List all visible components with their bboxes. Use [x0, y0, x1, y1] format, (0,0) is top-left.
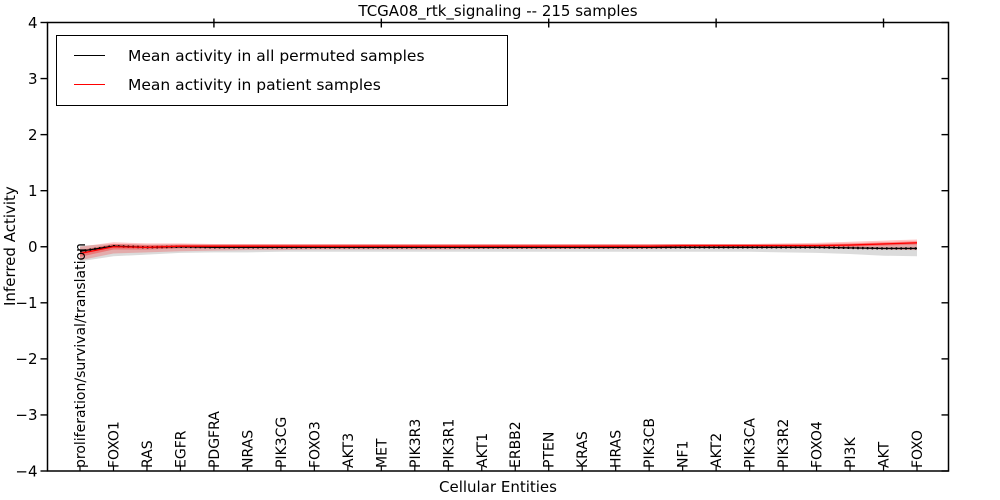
- x-tick-label: PTEN: [542, 432, 558, 468]
- x-tick-label: KRAS: [575, 431, 591, 468]
- x-axis-label: Cellular Entities: [439, 478, 557, 496]
- series-line-dots: [79, 244, 917, 253]
- y-tick-label: −1: [15, 294, 37, 312]
- x-tick-label: FOXO1: [106, 421, 122, 468]
- y-tick-label: 4: [28, 14, 38, 32]
- legend-entry-permuted: Mean activity in all permuted samples: [57, 41, 507, 70]
- x-tick-label: PIK3R3: [408, 419, 424, 468]
- x-tick-label: NRAS: [240, 430, 256, 468]
- x-tick-label: AKT2: [709, 433, 725, 468]
- x-tick-label: ERBB2: [508, 421, 524, 468]
- y-tick-label: −4: [15, 462, 37, 480]
- x-tick-label: MET: [374, 438, 390, 468]
- x-tick-label: PIK3CB: [642, 418, 658, 468]
- x-tick-label: PIK3R1: [441, 419, 457, 468]
- x-tick-label: NF1: [676, 441, 692, 468]
- x-tick-label: PIK3R2: [776, 419, 792, 468]
- y-tick-label: 2: [28, 126, 38, 144]
- chart-title: TCGA08_rtk_signaling -- 215 samples: [358, 2, 638, 20]
- y-tick-label: −3: [15, 406, 37, 424]
- x-tick-label: FOXO4: [810, 421, 826, 468]
- red-line-swatch-icon: [74, 84, 105, 85]
- legend-entry-patient: Mean activity in patient samples: [57, 70, 507, 99]
- x-tick-label: PIK3CA: [743, 418, 759, 468]
- x-tick-label: PIK3CG: [274, 417, 290, 468]
- y-tick-label: 0: [28, 238, 38, 256]
- y-tick-label: 3: [28, 70, 38, 88]
- series-line: [79, 242, 918, 255]
- x-tick-label: PI3K: [843, 437, 859, 468]
- x-tick-label: PDGFRA: [207, 411, 223, 468]
- x-tick-label: AKT1: [475, 433, 491, 468]
- y-tick-label: −2: [15, 350, 37, 368]
- legend-label: Mean activity in all permuted samples: [128, 46, 425, 65]
- y-tick-label: 1: [28, 182, 38, 200]
- legend: Mean activity in all permuted samples Me…: [56, 35, 508, 106]
- y-axis-label: Inferred Activity: [1, 186, 19, 307]
- x-tick-label: FOXO3: [307, 421, 323, 468]
- x-tick-label: AKT: [877, 441, 893, 468]
- x-tick-label: proliferation/survival/translation: [73, 243, 89, 468]
- x-tick-label: AKT3: [341, 433, 357, 468]
- black-line-swatch-icon: [74, 55, 105, 56]
- x-tick-label: EGFR: [173, 430, 189, 468]
- x-tick-label: RAS: [140, 440, 156, 468]
- band-patient-samples-spread-outer: [80, 239, 917, 261]
- x-tick-label: HRAS: [609, 430, 625, 468]
- x-tick-label: FOXO: [910, 430, 926, 468]
- legend-label: Mean activity in patient samples: [128, 75, 381, 94]
